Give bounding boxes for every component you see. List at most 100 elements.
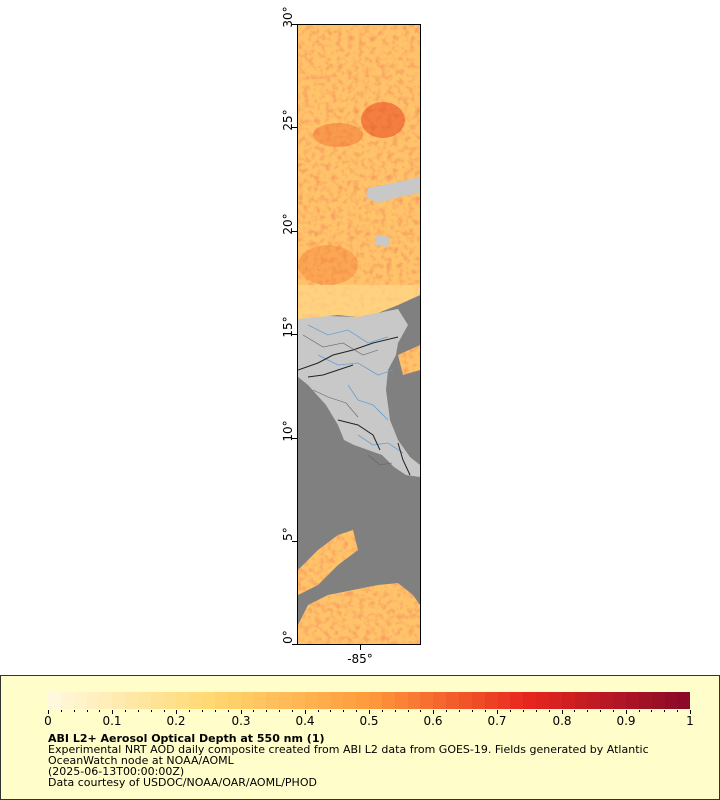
- colorbar-swatch: [613, 692, 626, 709]
- colorbar-swatch: [664, 692, 678, 709]
- colorbar-swatch: [548, 692, 562, 709]
- colorbar-swatch: [163, 692, 177, 709]
- aod-map: [298, 25, 420, 644]
- colorbar-label: 0: [44, 714, 52, 728]
- colorbar-swatch: [625, 692, 639, 709]
- colorbar-tick: [253, 710, 254, 712]
- lat-tick: [292, 438, 297, 439]
- colorbar-swatch: [420, 692, 434, 709]
- colorbar-swatch: [125, 692, 138, 709]
- colorbar-label: 0.2: [166, 714, 186, 728]
- colorbar-swatch: [523, 692, 537, 709]
- colorbar-tick: [600, 710, 601, 712]
- colorbar-swatch: [304, 692, 318, 709]
- colorbar-tick: [574, 710, 575, 712]
- legend-line-1: Experimental NRT AOD daily composite cre…: [48, 743, 649, 756]
- colorbar-swatch: [381, 692, 395, 709]
- colorbar-swatch: [279, 692, 293, 709]
- colorbar-tick: [215, 710, 216, 712]
- colorbar-label: 0.5: [359, 714, 379, 728]
- colorbar-swatch: [407, 692, 421, 709]
- colorbar-tick: [356, 710, 357, 712]
- colorbar-label: 0.9: [616, 714, 636, 728]
- colorbar-swatch: [253, 692, 267, 709]
- lat-tick: [292, 231, 297, 232]
- colorbar-swatch: [86, 692, 100, 709]
- colorbar-tick: [74, 710, 75, 712]
- colorbar-swatch: [356, 692, 370, 709]
- rivers: [307, 324, 404, 454]
- colorbar-tick: [112, 710, 113, 714]
- colorbar-swatch: [48, 692, 61, 709]
- colorbar-tick: [369, 710, 370, 714]
- lat-tick: [292, 127, 297, 128]
- colorbar-tick: [408, 710, 409, 712]
- colorbar-swatch: [574, 692, 588, 709]
- colorbar-tick: [523, 710, 524, 712]
- colorbar-swatch: [536, 692, 549, 709]
- colorbar-swatch: [433, 692, 447, 709]
- colorbar-tick: [125, 710, 126, 712]
- colorbar-tick: [138, 710, 139, 712]
- colorbar-tick: [485, 710, 486, 712]
- colorbar-swatch: [369, 692, 382, 709]
- lat-label-10: 10°: [281, 420, 295, 442]
- colorbar-tick: [382, 710, 383, 712]
- colorbar-label: 0.3: [231, 714, 251, 728]
- colorbar-swatch: [343, 692, 357, 709]
- colorbar-swatch: [137, 692, 151, 709]
- colorbar-tick: [639, 710, 640, 712]
- colorbar-label: 0.6: [423, 714, 443, 728]
- yucatan-land: [366, 177, 420, 247]
- colorbar-tick: [48, 710, 49, 714]
- colorbar-swatch: [292, 692, 305, 709]
- colorbar-swatch: [317, 692, 331, 709]
- borders: [298, 336, 411, 476]
- colorbar-swatch: [459, 692, 472, 709]
- lat-tick: [292, 334, 297, 335]
- colorbar-tick: [664, 710, 665, 712]
- colorbar-tick: [433, 710, 434, 714]
- map-panel: [297, 24, 421, 645]
- colorbar-swatch: [471, 692, 485, 709]
- colorbar-tick: [690, 710, 691, 714]
- colorbar-swatch: [240, 692, 254, 709]
- colorbar-swatch: [600, 692, 614, 709]
- colorbar-swatch: [73, 692, 87, 709]
- lon-tick: [360, 645, 361, 650]
- colorbar-tick: [472, 710, 473, 712]
- colorbar-swatch: [330, 692, 344, 709]
- colorbar-swatch: [214, 692, 228, 709]
- colorbar-tick: [151, 710, 152, 712]
- colorbar-tick: [395, 710, 396, 712]
- colorbar-tick: [279, 710, 280, 712]
- lat-label-5: 5°: [281, 527, 295, 541]
- legend-panel: ABI L2+ Aerosol Optical Depth at 550 nm …: [0, 675, 720, 800]
- colorbar-label: 0.7: [487, 714, 507, 728]
- lat-tick: [292, 644, 297, 645]
- lat-tick: [292, 541, 297, 542]
- colorbar-swatch: [189, 692, 203, 709]
- colorbar-tick: [562, 710, 563, 714]
- colorbar-swatch: [60, 692, 74, 709]
- colorbar-tick: [651, 710, 652, 712]
- colorbar-swatch: [638, 692, 652, 709]
- colorbar-tick: [266, 710, 267, 712]
- colorbar-tick: [587, 710, 588, 712]
- lat-tick: [292, 24, 297, 25]
- admin-lines: [302, 334, 393, 466]
- colorbar-swatch: [202, 692, 215, 709]
- colorbar-tick: [459, 710, 460, 712]
- colorbar-swatch: [176, 692, 190, 709]
- lat-label-25: 25°: [281, 109, 295, 131]
- colorbar-swatch: [561, 692, 575, 709]
- colorbar-swatch: [99, 692, 113, 709]
- colorbar: [48, 692, 691, 709]
- colorbar-swatch: [677, 692, 691, 709]
- legend-line-4: Data courtesy of USDOC/NOAA/OAR/AOML/PHO…: [48, 776, 317, 789]
- colorbar-tick: [626, 710, 627, 714]
- colorbar-swatch: [446, 692, 459, 709]
- colorbar-tick: [549, 710, 550, 712]
- colorbar-swatch: [266, 692, 280, 709]
- legend-text: ABI L2+ Aerosol Optical Depth at 550 nm …: [48, 733, 698, 788]
